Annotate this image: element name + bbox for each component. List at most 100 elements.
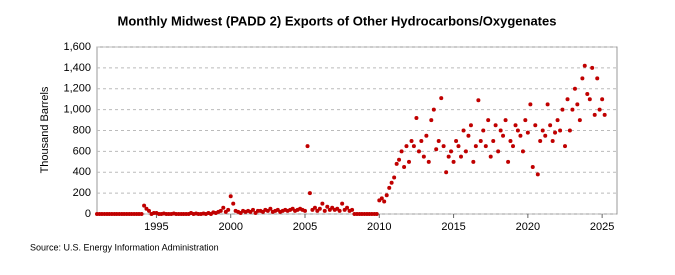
point [446,154,451,159]
point [394,161,399,166]
point [392,175,397,180]
y-tick-label: 800 [73,124,91,136]
point [486,118,491,123]
x-tick-label: 2020 [516,221,540,233]
point [312,205,317,210]
y-tick-label: 1,600 [63,41,91,53]
point [449,149,454,154]
point [382,199,387,204]
point [431,107,436,112]
point [493,123,498,128]
point [595,76,600,81]
point [525,130,530,135]
y-tick-label: 1,400 [63,62,91,74]
point [582,63,587,68]
point [384,193,389,198]
point [518,133,523,138]
point [439,96,444,101]
point [345,205,350,210]
point [478,138,483,143]
point [476,98,481,103]
point [468,123,473,128]
x-tick-label: 1995 [144,221,168,233]
point [416,149,421,154]
y-tick-label: 600 [73,145,91,157]
point [397,157,402,162]
point [305,144,310,149]
point [221,205,226,210]
point [399,149,404,154]
point [555,118,560,123]
point [491,138,496,143]
point [530,165,535,170]
point [142,203,147,208]
point [226,207,231,212]
y-tick-label: 1,200 [63,83,91,95]
point [379,196,384,201]
point [585,91,590,96]
point [580,76,585,81]
source-note: Source: U.S. Energy Information Administ… [30,242,219,252]
point [337,208,342,213]
point [498,128,503,133]
point [508,138,513,143]
point [513,123,518,128]
point [424,133,429,138]
point [570,107,575,112]
point [483,144,488,149]
y-tick-label: 400 [73,166,91,178]
point [481,128,486,133]
point [307,191,312,196]
point [535,172,540,177]
point [454,138,459,143]
point [402,165,407,170]
point [268,206,273,211]
point [407,159,411,164]
point [540,128,545,133]
point [461,128,466,133]
point [340,201,345,206]
y-tick-label: 200 [73,187,91,199]
point [587,97,592,102]
point [466,133,471,138]
chart-title: Monthly Midwest (PADD 2) Exports of Othe… [118,13,557,28]
y-tick-label: 0 [85,208,91,220]
point [451,159,456,164]
point [139,212,144,216]
x-tick-label: 2015 [441,221,465,233]
point [560,107,565,112]
point [600,97,605,102]
point [228,194,233,199]
point [563,144,567,149]
point [572,86,577,91]
point [374,212,379,216]
point [496,149,501,154]
point [523,118,528,123]
point [389,180,394,185]
point [543,133,548,138]
point [317,206,322,211]
point [414,115,419,120]
point [251,207,255,212]
point [575,102,580,107]
point [147,208,151,213]
point [473,144,478,149]
point [511,144,515,149]
point [515,128,520,133]
point [488,154,493,159]
point [320,201,325,206]
point [548,123,553,128]
point [463,149,468,154]
point [218,208,223,213]
point [419,138,424,143]
point [538,138,543,143]
point [565,97,570,102]
point [436,138,441,143]
point [444,170,449,175]
point [387,185,392,190]
point [550,138,555,143]
point [471,159,476,164]
point [421,154,426,159]
point [501,133,506,138]
